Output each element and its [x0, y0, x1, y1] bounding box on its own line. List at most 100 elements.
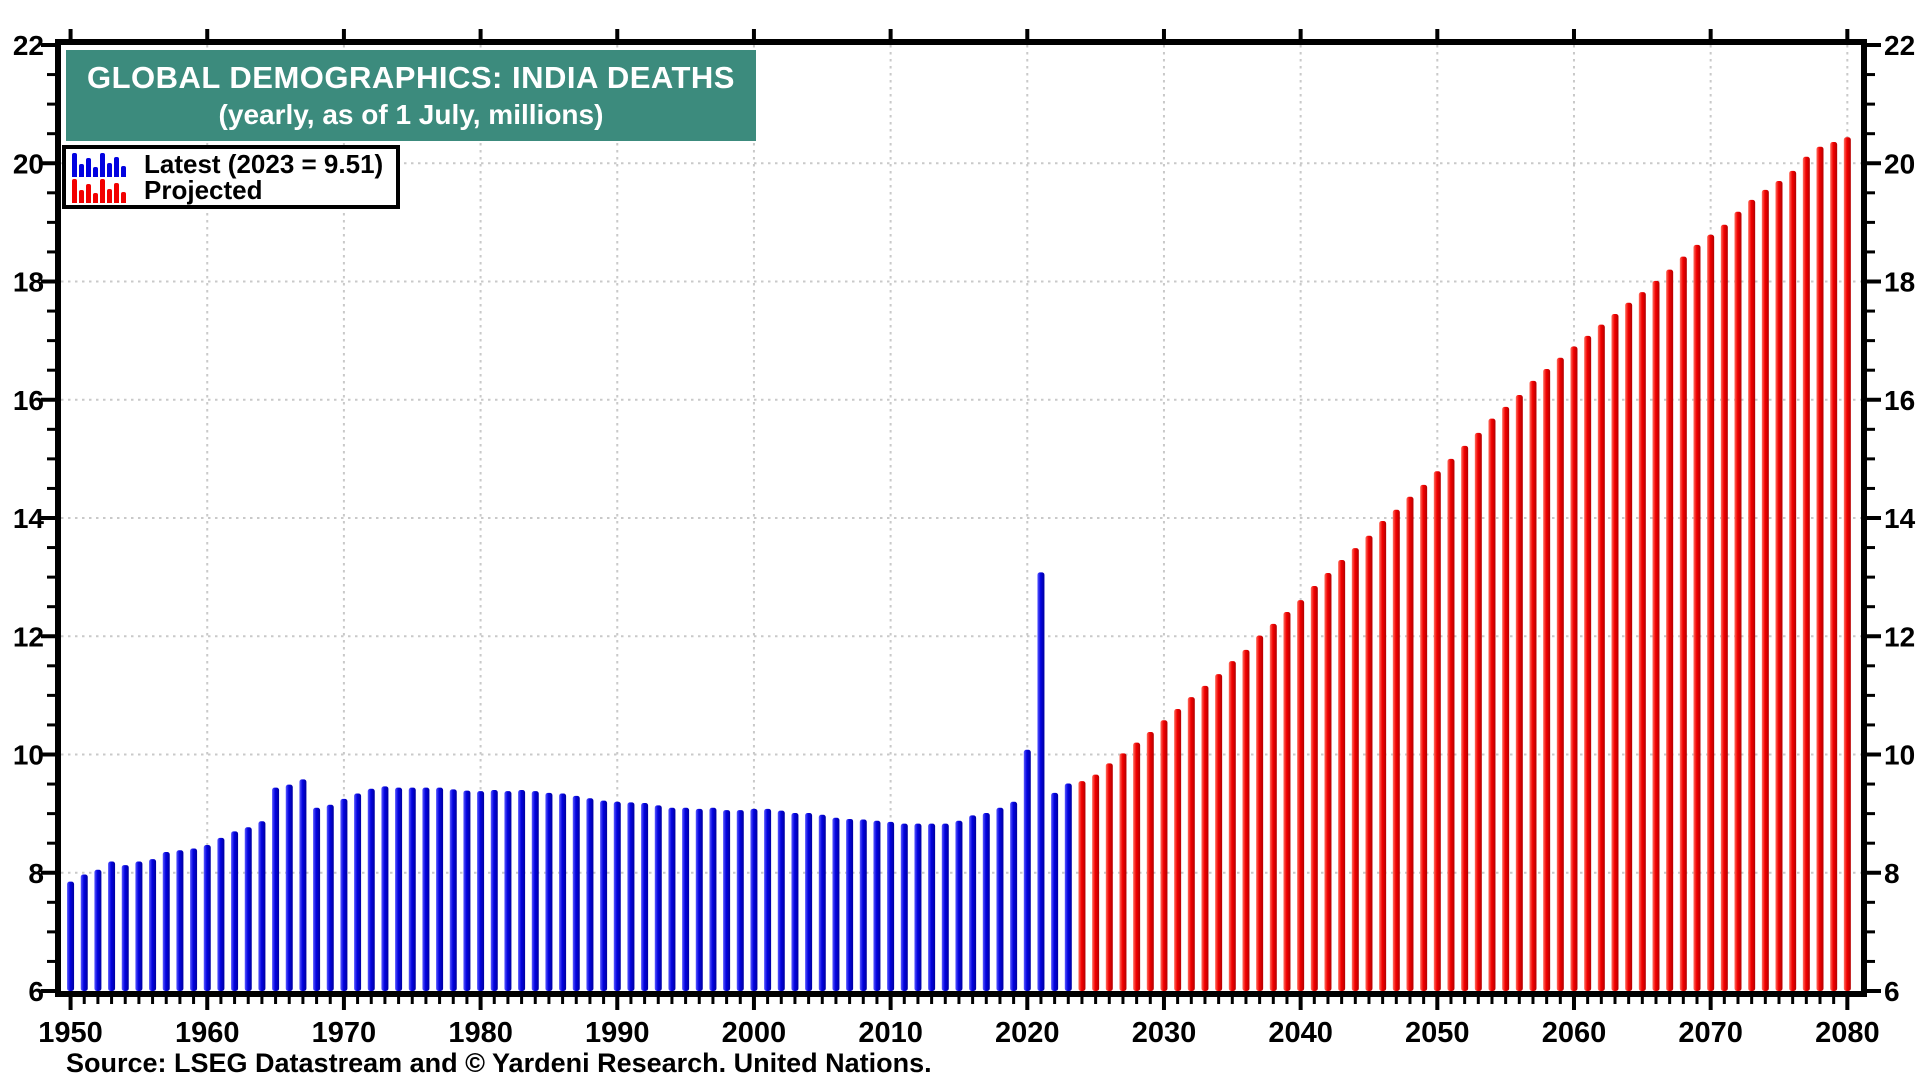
bar-2057 — [1529, 380, 1537, 992]
mini-bar — [93, 193, 98, 203]
y-axis-label-left-14: 14 — [13, 503, 45, 534]
bar-2062 — [1597, 324, 1605, 991]
y-axis-label-left-6: 6 — [28, 976, 44, 1007]
bar-1988 — [586, 798, 594, 991]
chart-title: GLOBAL DEMOGRAPHICS: INDIA DEATHS — [87, 59, 735, 95]
bar-1972 — [367, 788, 375, 991]
x-axis-label-1980: 1980 — [448, 1017, 513, 1049]
bar-1981 — [490, 789, 498, 991]
legend-label-latest: Latest (2023 = 9.51) — [144, 149, 384, 179]
bar-2078 — [1816, 146, 1824, 991]
bar-1984 — [531, 791, 539, 991]
bar-2071 — [1720, 224, 1728, 992]
y-axis-label-left-16: 16 — [13, 385, 44, 416]
bar-2016 — [969, 815, 977, 991]
bar-1970 — [340, 798, 348, 991]
bar-1992 — [641, 802, 649, 991]
bar-2058 — [1543, 369, 1551, 991]
bar-2048 — [1406, 496, 1414, 991]
x-axis-label-2070: 2070 — [1678, 1017, 1743, 1049]
bar-2038 — [1269, 623, 1277, 991]
y-axis-label-right-18: 18 — [1884, 267, 1915, 298]
plot-frame — [55, 39, 1867, 997]
bar-2014 — [941, 823, 949, 991]
bar-1958 — [176, 850, 184, 991]
bar-1963 — [244, 827, 252, 991]
bar-2053 — [1474, 432, 1482, 991]
bar-2080 — [1843, 137, 1851, 992]
mini-bar — [107, 163, 112, 177]
y-axis-label-right-16: 16 — [1884, 385, 1915, 416]
bar-1980 — [477, 791, 485, 991]
bar-1985 — [545, 792, 553, 991]
bar-1966 — [285, 784, 293, 991]
bar-1957 — [162, 852, 170, 991]
x-axis-label-1950: 1950 — [38, 1017, 103, 1049]
legend-item-latest: Latest (2023 = 9.51) — [72, 151, 390, 177]
bar-2059 — [1556, 357, 1564, 991]
x-axis-label-2020: 2020 — [995, 1017, 1060, 1049]
mini-bar — [79, 190, 84, 203]
bar-2008 — [859, 819, 867, 991]
bar-1971 — [354, 793, 362, 991]
legend-item-projected: Projected — [72, 177, 390, 203]
bar-2076 — [1789, 170, 1797, 991]
bar-2021 — [1037, 572, 1045, 991]
bar-2022 — [1051, 792, 1059, 991]
bar-2003 — [791, 813, 799, 991]
bar-2015 — [955, 820, 963, 991]
bar-2056 — [1515, 395, 1523, 991]
mini-bar — [93, 167, 98, 177]
bar-2067 — [1666, 269, 1674, 991]
bar-2002 — [777, 810, 785, 991]
y-axis-label-left-10: 10 — [13, 740, 44, 771]
bar-2047 — [1392, 509, 1400, 991]
bar-1983 — [518, 789, 526, 991]
bar-2042 — [1324, 572, 1332, 991]
bar-2019 — [1010, 801, 1018, 991]
bar-2079 — [1830, 141, 1838, 992]
bar-2041 — [1310, 585, 1318, 991]
bar-1989 — [600, 800, 608, 991]
bar-2044 — [1351, 548, 1359, 991]
y-axis-label-left-22: 22 — [13, 30, 44, 61]
x-axis-label-1970: 1970 — [312, 1017, 377, 1049]
x-axis-label-2000: 2000 — [722, 1017, 787, 1049]
y-axis-label-right-6: 6 — [1884, 976, 1900, 1007]
bar-2013 — [928, 823, 936, 991]
bar-2004 — [805, 813, 813, 991]
x-axis-label-1960: 1960 — [175, 1017, 240, 1049]
bar-2032 — [1187, 697, 1195, 991]
legend-label-projected: Projected — [144, 175, 263, 205]
y-axis-label-left-18: 18 — [13, 267, 44, 298]
bar-2025 — [1092, 774, 1100, 991]
bar-1979 — [463, 790, 471, 991]
bar-2027 — [1119, 753, 1127, 991]
bar-1968 — [313, 807, 321, 991]
bar-1959 — [190, 848, 198, 991]
bar-1990 — [613, 801, 621, 991]
bar-2012 — [914, 823, 922, 991]
bar-2031 — [1174, 708, 1182, 991]
x-axis-label-1990: 1990 — [585, 1017, 650, 1049]
bar-1965 — [272, 787, 280, 991]
bar-2017 — [982, 813, 990, 991]
bar-1950 — [67, 881, 75, 991]
bar-2045 — [1365, 535, 1373, 991]
y-axis-label-left-8: 8 — [28, 858, 44, 889]
bar-1997 — [709, 807, 717, 991]
bar-2033 — [1201, 685, 1209, 991]
bar-1974 — [395, 787, 403, 991]
x-axis-label-2060: 2060 — [1542, 1017, 1607, 1049]
bar-1954 — [121, 865, 129, 991]
bar-2077 — [1802, 156, 1810, 992]
bar-2034 — [1215, 674, 1223, 991]
bar-1976 — [422, 787, 430, 991]
mini-bar — [114, 157, 119, 177]
mini-bar — [107, 189, 112, 203]
bar-2040 — [1297, 600, 1305, 991]
bar-2055 — [1502, 406, 1510, 992]
bar-1956 — [149, 859, 157, 991]
